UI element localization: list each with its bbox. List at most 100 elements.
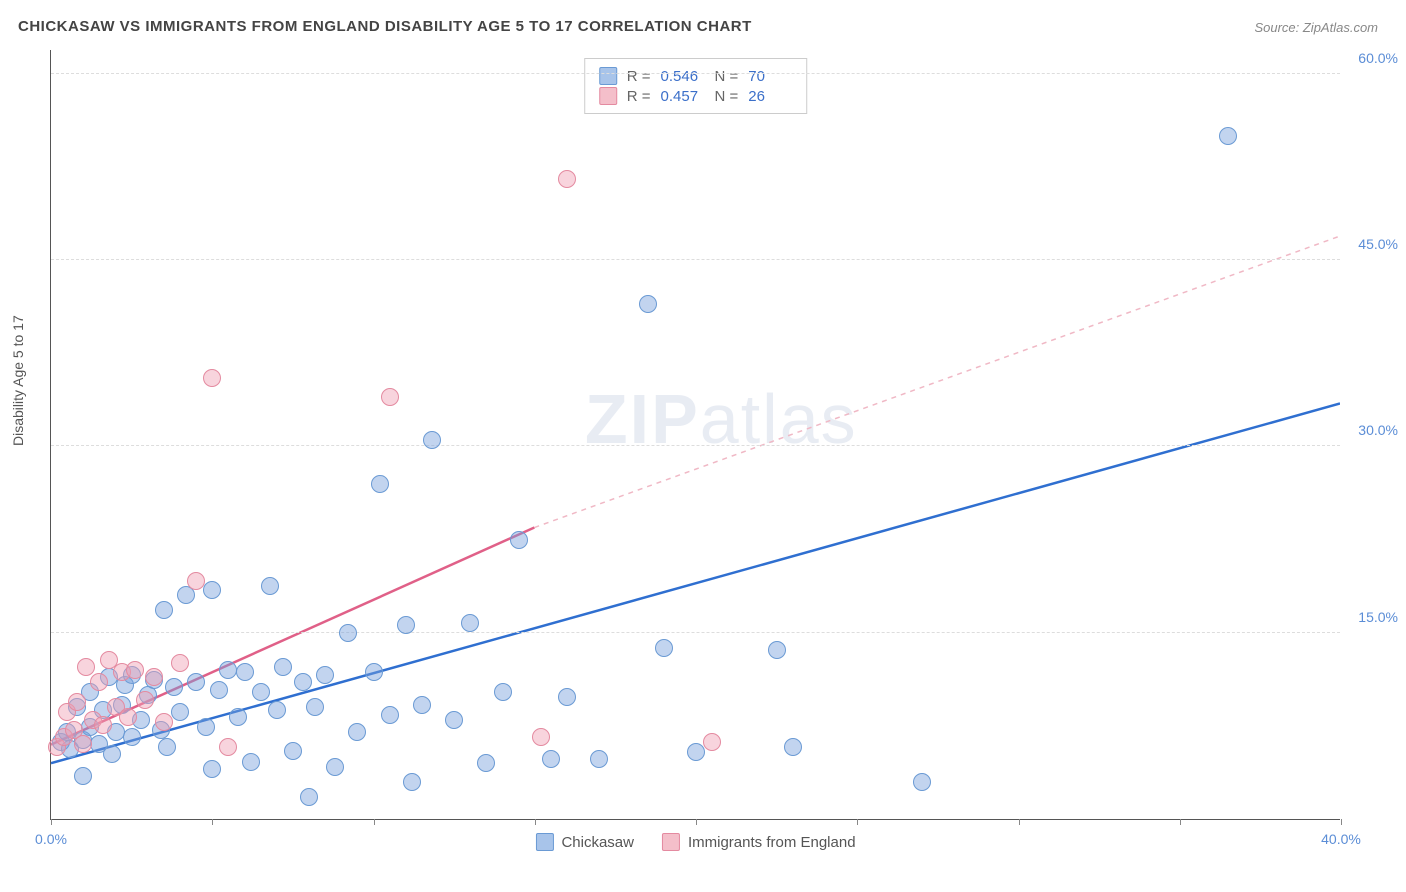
x-tick-label: 40.0%: [1321, 831, 1361, 847]
scatter-point: [703, 733, 721, 751]
scatter-point: [461, 614, 479, 632]
x-tick: [535, 819, 536, 825]
scatter-point: [158, 738, 176, 756]
scatter-point: [261, 577, 279, 595]
gridline: [51, 445, 1340, 446]
scatter-point: [284, 742, 302, 760]
scatter-point: [371, 475, 389, 493]
scatter-point: [203, 369, 221, 387]
stats-box: R =0.546N =70R =0.457N =26: [584, 58, 808, 114]
scatter-point: [542, 750, 560, 768]
scatter-point: [784, 738, 802, 756]
scatter-point: [136, 691, 154, 709]
scatter-point: [68, 693, 86, 711]
scatter-point: [274, 658, 292, 676]
scatter-point: [590, 750, 608, 768]
scatter-point: [413, 696, 431, 714]
scatter-point: [768, 641, 786, 659]
legend-swatch: [535, 833, 553, 851]
scatter-point: [126, 661, 144, 679]
y-tick-label: 30.0%: [1358, 422, 1398, 438]
stat-n-label: N =: [715, 88, 739, 105]
scatter-point: [365, 663, 383, 681]
y-axis-label: Disability Age 5 to 17: [10, 315, 26, 446]
scatter-point: [187, 572, 205, 590]
scatter-point: [165, 678, 183, 696]
x-tick: [51, 819, 52, 825]
stat-n-label: N =: [715, 68, 739, 85]
legend-label: Immigrants from England: [688, 834, 856, 851]
gridline: [51, 259, 1340, 260]
chart-title: CHICKASAW VS IMMIGRANTS FROM ENGLAND DIS…: [18, 18, 752, 35]
x-tick: [212, 819, 213, 825]
stats-row: R = 0.546 N = 70: [599, 67, 793, 85]
x-tick: [1180, 819, 1181, 825]
scatter-point: [381, 388, 399, 406]
scatter-point: [348, 723, 366, 741]
legend-swatch: [662, 833, 680, 851]
scatter-point: [477, 754, 495, 772]
scatter-point: [203, 581, 221, 599]
scatter-point: [203, 760, 221, 778]
legend-item: Chickasaw: [535, 833, 634, 851]
x-tick: [1341, 819, 1342, 825]
y-tick-label: 15.0%: [1358, 609, 1398, 625]
scatter-point: [300, 788, 318, 806]
scatter-point: [326, 758, 344, 776]
scatter-point: [171, 703, 189, 721]
source-label: Source: ZipAtlas.com: [1254, 20, 1378, 35]
scatter-point: [306, 698, 324, 716]
gridline: [51, 632, 1340, 633]
scatter-point: [197, 718, 215, 736]
scatter-point: [532, 728, 550, 746]
scatter-point: [187, 673, 205, 691]
x-tick: [696, 819, 697, 825]
scatter-point: [252, 683, 270, 701]
scatter-point: [242, 753, 260, 771]
stat-r-value: 0.546: [661, 68, 705, 85]
scatter-point: [145, 668, 163, 686]
legend-swatch: [599, 87, 617, 105]
scatter-point: [1219, 127, 1237, 145]
scatter-point: [94, 716, 112, 734]
y-tick-label: 60.0%: [1358, 50, 1398, 66]
scatter-point: [403, 773, 421, 791]
x-tick: [857, 819, 858, 825]
scatter-point: [294, 673, 312, 691]
plot-area: ZIPatlas R =0.546N =70R =0.457N =26 Chic…: [50, 50, 1340, 820]
scatter-point: [494, 683, 512, 701]
x-tick: [374, 819, 375, 825]
scatter-point: [655, 639, 673, 657]
scatter-point: [316, 666, 334, 684]
scatter-point: [77, 658, 95, 676]
scatter-point: [445, 711, 463, 729]
stat-n-value: 26: [748, 88, 792, 105]
scatter-point: [74, 735, 92, 753]
scatter-point: [397, 616, 415, 634]
scatter-point: [155, 601, 173, 619]
stat-n-value: 70: [748, 68, 792, 85]
scatter-point: [510, 531, 528, 549]
stats-row: R =0.457N =26: [599, 87, 793, 105]
scatter-point: [339, 624, 357, 642]
scatter-point: [171, 654, 189, 672]
scatter-point: [74, 767, 92, 785]
scatter-point: [687, 743, 705, 761]
scatter-point: [236, 663, 254, 681]
legend-label: Chickasaw: [561, 834, 634, 851]
scatter-point: [639, 295, 657, 313]
scatter-point: [219, 738, 237, 756]
scatter-point: [119, 708, 137, 726]
stat-r-label: R =: [627, 68, 651, 85]
scatter-point: [155, 713, 173, 731]
scatter-point: [913, 773, 931, 791]
scatter-point: [229, 708, 247, 726]
scatter-point: [381, 706, 399, 724]
scatter-point: [103, 745, 121, 763]
gridline: [51, 73, 1340, 74]
scatter-point: [123, 728, 141, 746]
scatter-point: [423, 431, 441, 449]
scatter-point: [90, 673, 108, 691]
x-tick: [1019, 819, 1020, 825]
stat-r-label: R =: [627, 88, 651, 105]
